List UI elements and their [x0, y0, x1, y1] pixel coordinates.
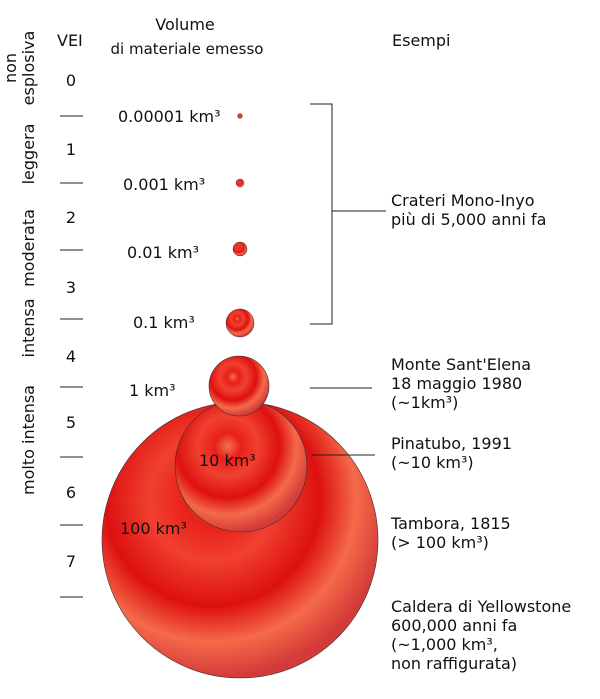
circle-0.01	[232, 241, 248, 257]
vei-levels: 0 1 2 3 4 5 6 7	[60, 71, 83, 598]
volume-label: 100 km³	[120, 519, 187, 538]
volume-header: di materiale emesso	[111, 40, 264, 58]
volume-labels: 0.00001 km³ 0.001 km³ 0.01 km³ 0.1 km³ 1…	[118, 107, 256, 538]
category-labels: non esplosiva leggera moderata intensa m…	[1, 31, 38, 495]
vei-level: 0	[66, 71, 76, 90]
category: non	[1, 53, 20, 83]
vei-level: 5	[66, 413, 76, 432]
volume-label: 0.01 km³	[127, 243, 199, 262]
example-line: (~10 km³)	[391, 453, 474, 472]
example-line: Monte Sant'Elena	[391, 355, 531, 374]
vei-header: VEI	[57, 31, 83, 50]
vei-level: 2	[66, 208, 76, 227]
circle-0.00001	[237, 113, 243, 119]
category: intensa	[19, 299, 38, 358]
examples-header: Esempi	[392, 31, 450, 50]
example-line: Pinatubo, 1991	[391, 434, 512, 453]
circle-0.1	[225, 308, 255, 338]
example-line: (~1,000 km³,	[391, 635, 498, 654]
vei-level: 7	[66, 552, 76, 571]
vei-level: 4	[66, 347, 76, 366]
vei-level: 6	[66, 483, 76, 502]
example-line: (> 100 km³)	[391, 533, 489, 552]
example-line: Caldera di Yellowstone	[391, 597, 571, 616]
vei-level: 1	[66, 140, 76, 159]
volume-label: 0.00001 km³	[118, 107, 221, 126]
example-line: Crateri Mono-Inyo	[391, 191, 535, 210]
category: moderata	[19, 209, 38, 287]
example-line: Tambora, 1815	[390, 514, 511, 533]
circle-1	[208, 355, 270, 417]
example-line: più di 5,000 anni fa	[391, 210, 546, 229]
example-line: 18 maggio 1980	[391, 374, 522, 393]
volume-label: 0.001 km³	[123, 175, 205, 194]
category: esplosiva	[19, 31, 38, 106]
bracket	[310, 103, 333, 325]
circle-0.001	[235, 178, 245, 188]
example-line: (~1km³)	[391, 393, 458, 412]
volume-label: 1 km³	[129, 381, 176, 400]
example-line: non raffigurata)	[391, 654, 517, 673]
volume-header: Volume	[155, 15, 215, 34]
category: leggera	[19, 124, 38, 185]
category: molto intensa	[19, 385, 38, 495]
vei-level: 3	[66, 278, 76, 297]
circles	[101, 113, 379, 679]
example-line: 600,000 anni fa	[391, 616, 517, 635]
volume-label: 0.1 km³	[133, 313, 195, 332]
volume-label: 10 km³	[199, 451, 256, 470]
